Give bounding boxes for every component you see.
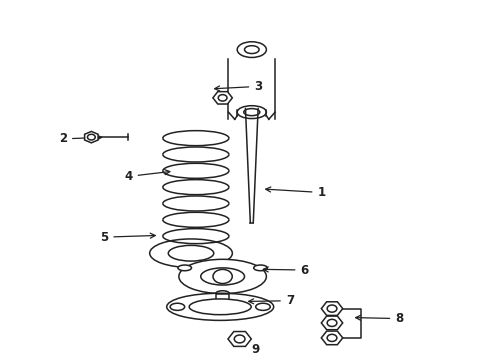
Text: 3: 3 — [214, 80, 262, 93]
Ellipse shape — [166, 293, 273, 320]
Ellipse shape — [237, 42, 266, 58]
Text: 6: 6 — [263, 264, 308, 276]
Ellipse shape — [149, 239, 232, 267]
Text: 9: 9 — [242, 336, 260, 356]
Bar — [215, 294, 229, 310]
Ellipse shape — [215, 291, 229, 296]
Ellipse shape — [179, 259, 266, 294]
Ellipse shape — [178, 265, 191, 271]
Text: 2: 2 — [59, 132, 102, 145]
Ellipse shape — [255, 303, 270, 310]
Ellipse shape — [201, 268, 244, 285]
Text: 1: 1 — [265, 186, 325, 199]
Ellipse shape — [253, 265, 267, 271]
Text: 5: 5 — [100, 231, 155, 244]
Ellipse shape — [189, 299, 251, 315]
Text: 8: 8 — [355, 312, 403, 325]
Polygon shape — [245, 109, 258, 223]
Text: 4: 4 — [124, 170, 169, 183]
Ellipse shape — [170, 303, 184, 310]
Text: 7: 7 — [248, 294, 293, 307]
